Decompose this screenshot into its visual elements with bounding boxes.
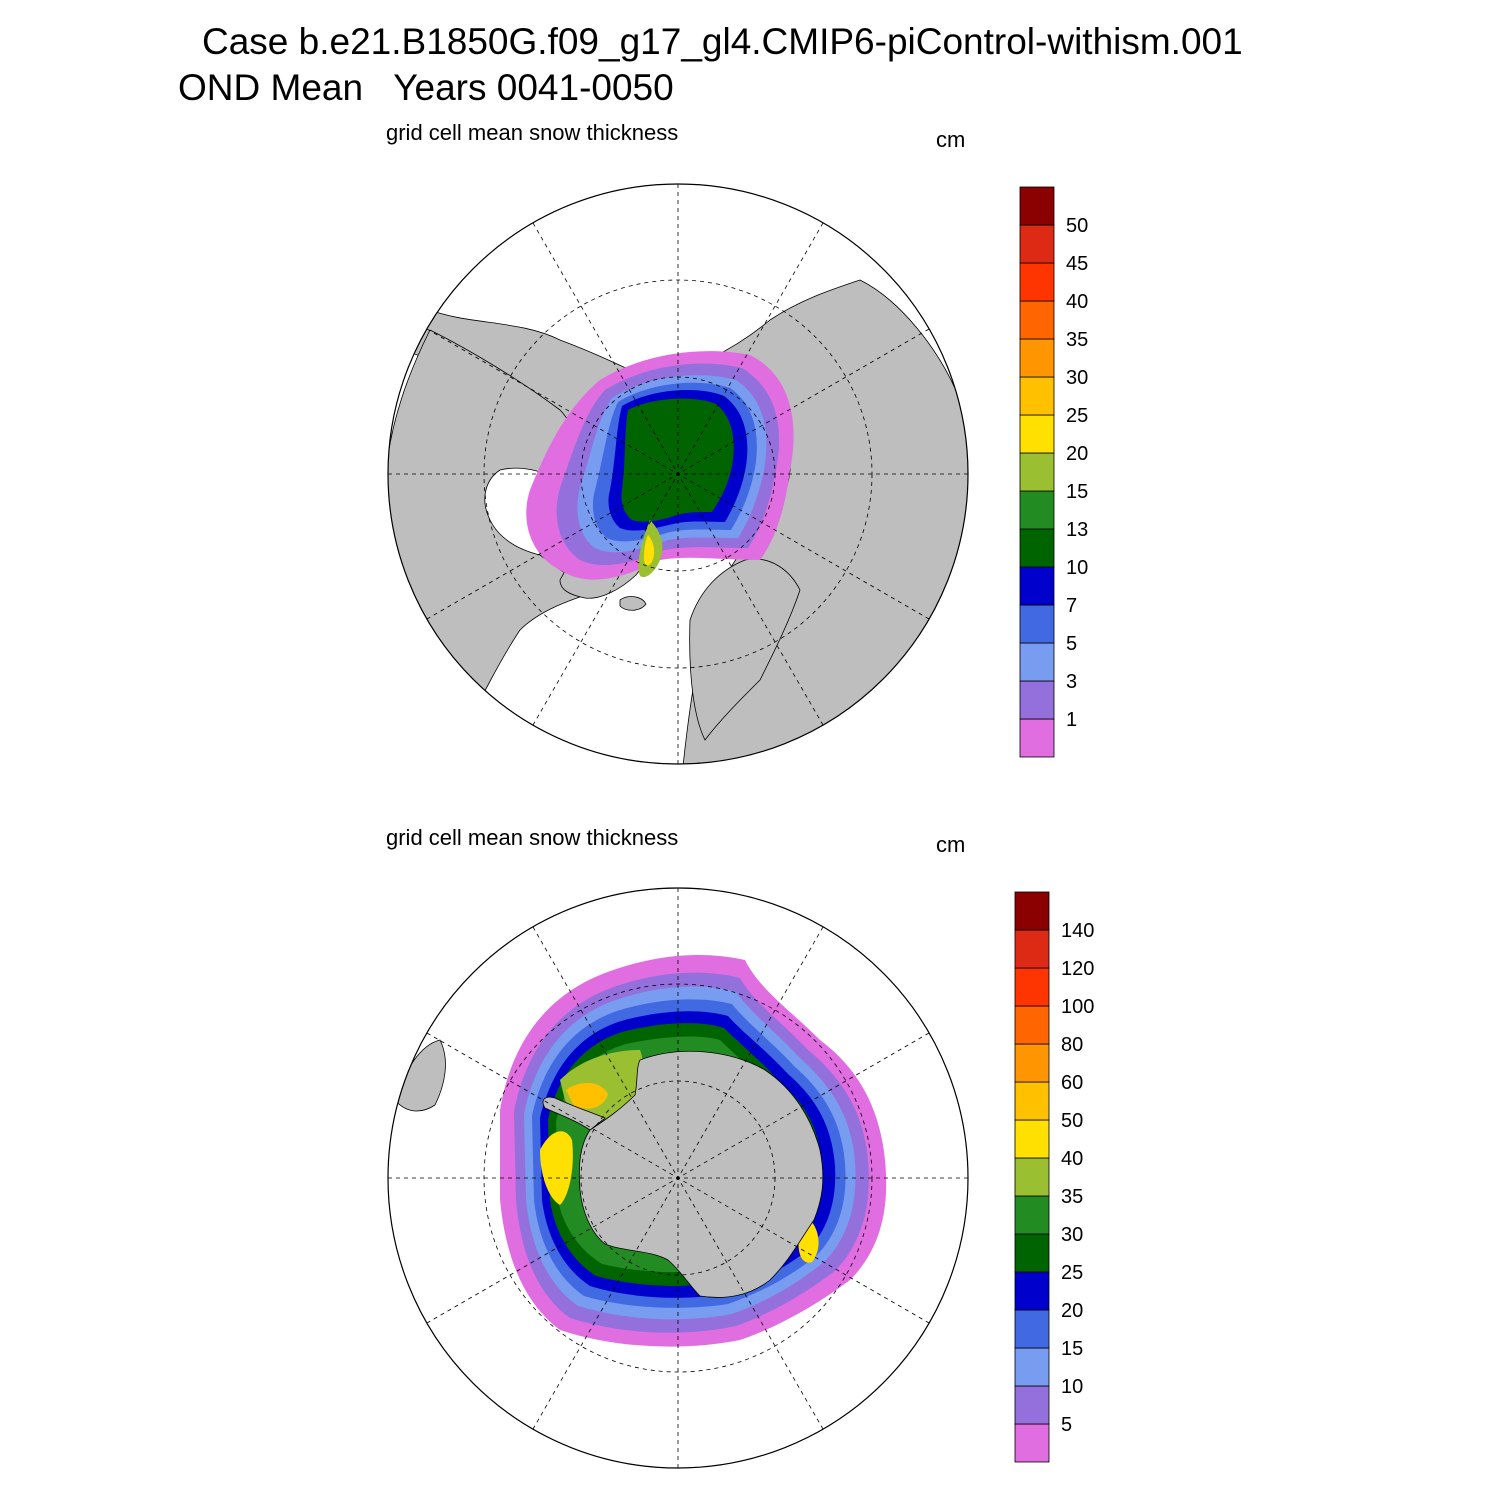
north-snow-band-25 xyxy=(644,535,655,566)
south-colorbar-tick-label: 140 xyxy=(1061,920,1094,942)
north-colorbar-tick-label: 25 xyxy=(1066,405,1088,427)
south-colorbar-tick-label: 35 xyxy=(1061,1186,1083,1208)
figure-title-line-1: Case b.e21.B1850G.f09_g17_gl4.CMIP6-piCo… xyxy=(202,21,1243,62)
north-land-europe xyxy=(689,558,801,741)
south-colorbar-tick-label: 60 xyxy=(1061,1072,1083,1094)
south-colorbar-box xyxy=(1014,1309,1050,1349)
north-colorbar-tick-label: 1 xyxy=(1066,709,1077,731)
north-colorbar-tick-label: 7 xyxy=(1066,595,1077,617)
north-land-iceland xyxy=(619,596,647,611)
north-colorbar-tick-label: 10 xyxy=(1066,557,1088,579)
south-colorbar-box xyxy=(1014,1347,1050,1387)
north-colorbar-tick-label: 45 xyxy=(1066,253,1088,275)
north-colorbar-tick-label: 5 xyxy=(1066,633,1077,655)
north-colorbar-tick-label: 50 xyxy=(1066,215,1088,237)
north-colorbar-tick-label: 20 xyxy=(1066,443,1088,465)
south-colorbar-tick-label: 5 xyxy=(1061,1414,1072,1436)
north-colorbar-tick-label: 15 xyxy=(1066,481,1088,503)
south-colorbar-tick-label: 40 xyxy=(1061,1148,1083,1170)
figure-title-line-2: OND Mean Years 0041-0050 xyxy=(178,67,674,108)
north-colorbar-box xyxy=(1019,718,1055,758)
south-colorbar-box xyxy=(1014,1195,1050,1235)
south-colorbar-tick-label: 25 xyxy=(1061,1262,1083,1284)
south-colorbar-box xyxy=(1014,929,1050,969)
south-colorbar-tick-label: 80 xyxy=(1061,1034,1083,1056)
north-polar-map xyxy=(387,183,969,765)
north-colorbar-box xyxy=(1019,490,1055,530)
north-graticule xyxy=(388,184,968,764)
south-colorbar-tick-label: 50 xyxy=(1061,1110,1083,1132)
south-colorbar-tick-label: 20 xyxy=(1061,1300,1083,1322)
south-colorbar-tick-label: 30 xyxy=(1061,1224,1083,1246)
south-colorbar-tick-label: 15 xyxy=(1061,1338,1083,1360)
south-colorbar-box xyxy=(1014,1385,1050,1425)
north-colorbar-tick-label: 13 xyxy=(1066,519,1088,541)
north-map-border xyxy=(387,183,969,765)
north-colorbar-box xyxy=(1019,604,1055,644)
north-colorbar-box xyxy=(1019,452,1055,492)
north-panel-subtitle: grid cell mean snow thickness xyxy=(386,120,679,145)
north-colorbar-box xyxy=(1019,224,1055,264)
north-colorbar-tick-label: 3 xyxy=(1066,671,1077,693)
north-colorbar-box xyxy=(1019,414,1055,454)
south-colorbar-tick-label: 100 xyxy=(1061,996,1094,1018)
north-colorbar-tick-label: 35 xyxy=(1066,329,1088,351)
south-colorbar-box xyxy=(1014,1043,1050,1083)
south-land-antarctic-peninsula xyxy=(542,1096,606,1131)
north-colorbar-box xyxy=(1019,300,1055,340)
south-colorbar-box xyxy=(1014,1005,1050,1045)
south-colorbar-box xyxy=(1014,1271,1050,1311)
south-colorbar: 5 10 15 20 25 30 35 40 50 60 80 100 120 140 xyxy=(1014,891,1094,1463)
south-colorbar-box xyxy=(1014,1119,1050,1159)
south-colorbar-box xyxy=(1014,891,1050,931)
south-polar-map xyxy=(387,887,969,1469)
south-graticule xyxy=(388,888,968,1468)
south-snow-band-50 xyxy=(540,1131,573,1205)
south-colorbar-box xyxy=(1014,1233,1050,1273)
north-colorbar-tick-label: 40 xyxy=(1066,291,1088,313)
north-colorbar-box xyxy=(1019,528,1055,568)
north-colorbar-box xyxy=(1019,680,1055,720)
south-map-border xyxy=(387,887,969,1469)
north-colorbar-box xyxy=(1019,262,1055,302)
north-colorbar-box xyxy=(1019,376,1055,416)
south-colorbar-box xyxy=(1014,1423,1050,1463)
south-panel-unit: cm xyxy=(936,832,966,857)
north-colorbar-tick-label: 30 xyxy=(1066,367,1088,389)
south-panel-subtitle: grid cell mean snow thickness xyxy=(386,825,679,850)
south-snow-band-60 xyxy=(566,1082,608,1109)
north-colorbar-box xyxy=(1019,566,1055,606)
north-colorbar-box xyxy=(1019,642,1055,682)
north-colorbar-box xyxy=(1019,186,1055,226)
south-colorbar-box xyxy=(1014,1157,1050,1197)
north-colorbar-box xyxy=(1019,338,1055,378)
north-panel-unit: cm xyxy=(936,127,966,152)
south-colorbar-box xyxy=(1014,1081,1050,1121)
south-colorbar-tick-label: 120 xyxy=(1061,958,1094,980)
south-colorbar-tick-label: 10 xyxy=(1061,1376,1083,1398)
south-colorbar-box xyxy=(1014,967,1050,1007)
